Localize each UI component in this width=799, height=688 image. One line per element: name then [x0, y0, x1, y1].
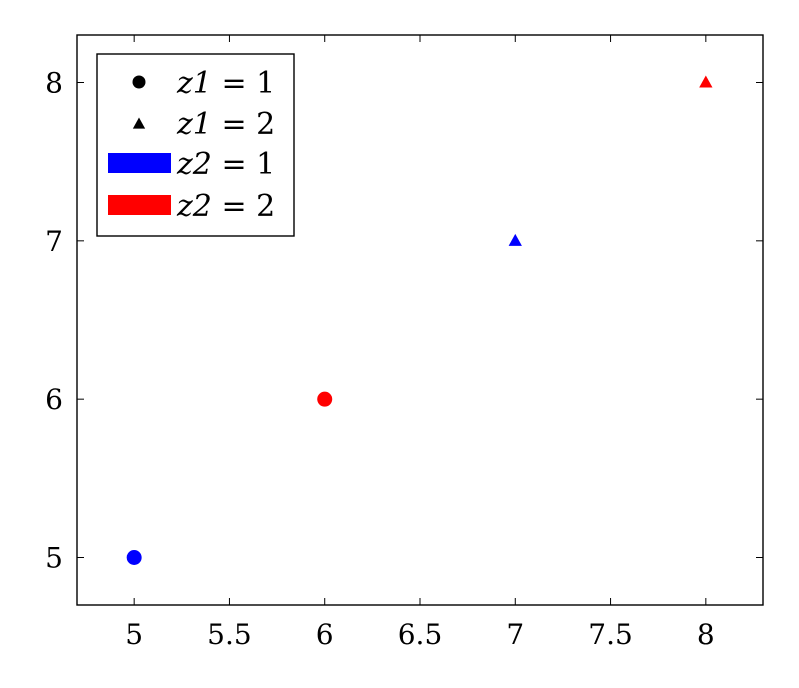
x-tick-label: 5.5 [207, 618, 252, 651]
legend-label: z2 = 2 [176, 189, 275, 224]
axis-ticks: 5 5.5 6 6.5 7 7.5 8 5 6 7 8 [45, 35, 763, 651]
x-tick-label: 8 [697, 618, 715, 651]
legend-label: z1 = 1 [176, 66, 275, 101]
data-point-circle [126, 550, 142, 565]
x-tick-label: 6 [316, 618, 334, 651]
legend-label: z2 = 1 [176, 147, 275, 182]
data-point-triangle [508, 233, 522, 246]
y-tick-label: 7 [45, 225, 63, 258]
legend-triangle-marker [132, 117, 146, 129]
legend: z1 = 1 z1 = 2 z2 = 1 z2 = 2 [96, 53, 295, 237]
data-point-triangle [699, 75, 713, 88]
legend-color-swatch [108, 153, 171, 173]
y-tick-label: 6 [45, 383, 63, 416]
data-point-circle [317, 391, 333, 407]
x-tick-label: 7 [506, 618, 524, 651]
x-tick-label: 7.5 [588, 618, 633, 651]
y-tick-label: 8 [45, 67, 63, 100]
y-tick-label: 5 [45, 542, 63, 575]
legend-color-swatch [108, 195, 171, 215]
x-tick-label: 6.5 [398, 618, 443, 651]
data-points [126, 75, 713, 565]
x-tick-label: 5 [125, 618, 143, 651]
legend-circle-marker [132, 75, 146, 89]
legend-label: z1 = 2 [176, 107, 275, 142]
